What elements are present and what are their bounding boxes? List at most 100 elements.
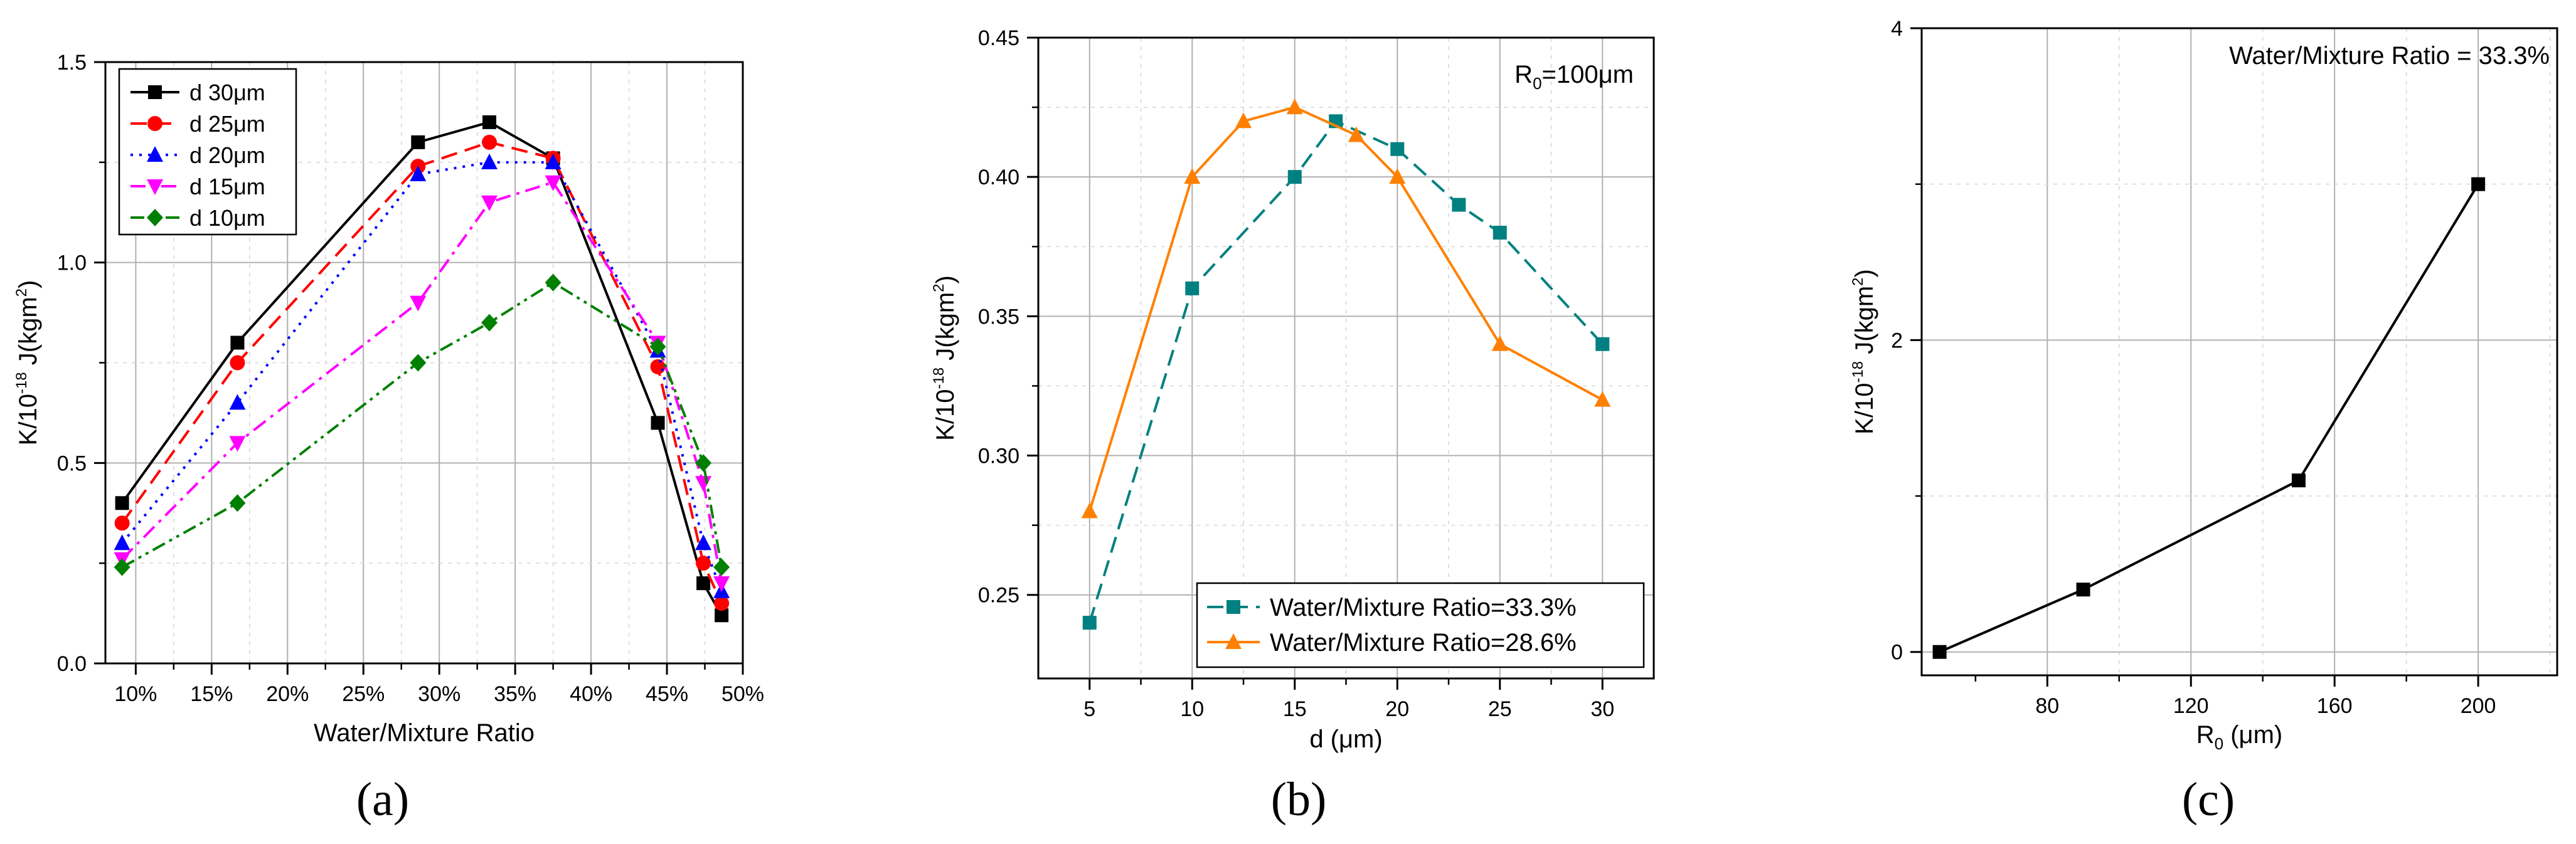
data-point	[411, 135, 425, 149]
data-point	[715, 608, 729, 623]
x-tick-label: 20	[1385, 697, 1409, 721]
y-axis-label: K/10-18 J(kgm2)	[1850, 269, 1878, 435]
data-point	[649, 337, 666, 356]
series-line	[121, 281, 723, 569]
legend-marker	[147, 209, 163, 226]
series-1	[1082, 114, 1610, 630]
panel-label: (a)	[356, 773, 409, 826]
series-2	[1081, 98, 1611, 519]
y-tick-label: 0.25	[978, 584, 1019, 608]
data-point	[714, 596, 730, 611]
y-axis-label-main: K/10	[1851, 383, 1878, 435]
x-tick-label: 45%	[646, 682, 688, 706]
legend-label: d 25μm	[189, 111, 265, 137]
annotation-rest: =100μm	[1542, 61, 1634, 88]
data-point	[410, 354, 427, 372]
legend-label: d 20μm	[189, 142, 265, 168]
annotation: Water/Mixture Ratio = 33.3%	[2229, 42, 2550, 70]
y-axis-label-close: )	[932, 275, 959, 283]
x-axis-label-sub: 0	[2215, 734, 2223, 753]
series-line	[121, 181, 723, 584]
y-axis-label-unit-exp: 2	[1850, 277, 1866, 285]
series-line	[1088, 106, 1604, 512]
legend-label: Water/Mixture Ratio=33.3%	[1270, 594, 1577, 621]
legend-marker	[1225, 633, 1242, 649]
data-point	[2471, 177, 2486, 191]
data-point	[1594, 391, 1611, 407]
data-point	[545, 273, 562, 292]
x-tick-label: 30%	[418, 682, 460, 706]
data-point	[114, 534, 130, 551]
data-point	[115, 496, 129, 510]
x-tick-label: 160	[2317, 694, 2353, 718]
legend-marker	[147, 179, 163, 195]
panel-label: (c)	[2182, 773, 2235, 826]
data-point	[1452, 198, 1466, 212]
series-line	[120, 120, 723, 616]
chart-panel-2: 5 10 15 20 25 300.250.300.350.400.45d (μm)K/1…	[930, 26, 1655, 826]
legend-marker	[1227, 600, 1240, 614]
data-point	[230, 335, 245, 350]
y-tick-label: 0.35	[978, 305, 1019, 329]
x-axis-label-main: R	[2196, 721, 2215, 749]
x-axis-label-rest: (μm)	[2223, 721, 2282, 749]
data-point	[713, 558, 730, 576]
data-point	[410, 166, 427, 182]
legend: d 30μm d 25μm d 20μm d 15μm d 10μm	[118, 68, 297, 236]
x-tick-label: 5	[1083, 697, 1095, 721]
data-point	[482, 115, 497, 129]
legend-label: d 30μm	[189, 80, 265, 105]
x-tick-label: 20%	[266, 682, 309, 706]
data-point	[229, 436, 246, 452]
axes-frame	[1920, 27, 2558, 677]
y-axis-label-unit-exp: 2	[13, 288, 30, 297]
x-tick-label: 35%	[494, 682, 536, 706]
x-tick-label: 25%	[342, 682, 385, 706]
data-point	[1389, 168, 1406, 184]
data-point	[1595, 337, 1610, 351]
data-point	[481, 153, 498, 169]
y-axis-label-unit-exp: 2	[930, 283, 947, 292]
chart-panel-1: 10% 15% 20% 25% 30% 35% 40% 45% 50% 0.0 0.5 1.0 1.5 W…	[13, 51, 764, 826]
data-point	[482, 134, 498, 150]
legend-marker	[147, 146, 163, 162]
y-axis-label-unit: J(kgm	[932, 292, 959, 367]
y-tick-label: 0.45	[978, 26, 1019, 50]
y-axis-label-close: )	[1851, 269, 1878, 277]
data-point	[651, 416, 665, 430]
legend-marker	[148, 85, 162, 99]
data-point	[695, 534, 712, 551]
annotation-main: R	[1514, 61, 1533, 88]
data-point	[545, 153, 562, 169]
y-axis-label-close: )	[14, 280, 42, 288]
data-point	[229, 494, 246, 512]
x-tick-label: 15%	[190, 682, 233, 706]
data-point	[1390, 142, 1405, 156]
x-tick-label: 25	[1488, 697, 1512, 721]
data-point	[713, 576, 730, 593]
panel-label: (b)	[1271, 773, 1327, 826]
y-tick-label: 0.30	[978, 445, 1019, 468]
data-point	[2291, 473, 2306, 488]
legend-label: d 15μm	[189, 174, 265, 199]
y-tick-label: 0.40	[978, 166, 1019, 189]
y-tick-label: 0.5	[57, 451, 87, 475]
x-tick-label: 10%	[114, 682, 157, 706]
data-point	[1286, 98, 1303, 115]
y-axis-label-unit: J(kgm	[1851, 286, 1878, 361]
data-point	[114, 515, 130, 531]
y-tick-label: 0	[1891, 641, 1903, 665]
x-tick-label: 80	[2035, 694, 2059, 718]
series-5	[114, 273, 730, 576]
y-axis-label-main: K/10	[14, 394, 42, 445]
data-point	[1287, 170, 1302, 184]
y-axis-label-main: K/10	[932, 389, 959, 441]
legend-label: d 10μm	[189, 205, 265, 231]
data-point	[114, 558, 130, 576]
y-axis-label-exp: -18	[930, 367, 947, 389]
y-axis-label-unit: J(kgm	[14, 297, 42, 372]
data-point	[481, 195, 498, 211]
data-point	[1348, 126, 1365, 142]
